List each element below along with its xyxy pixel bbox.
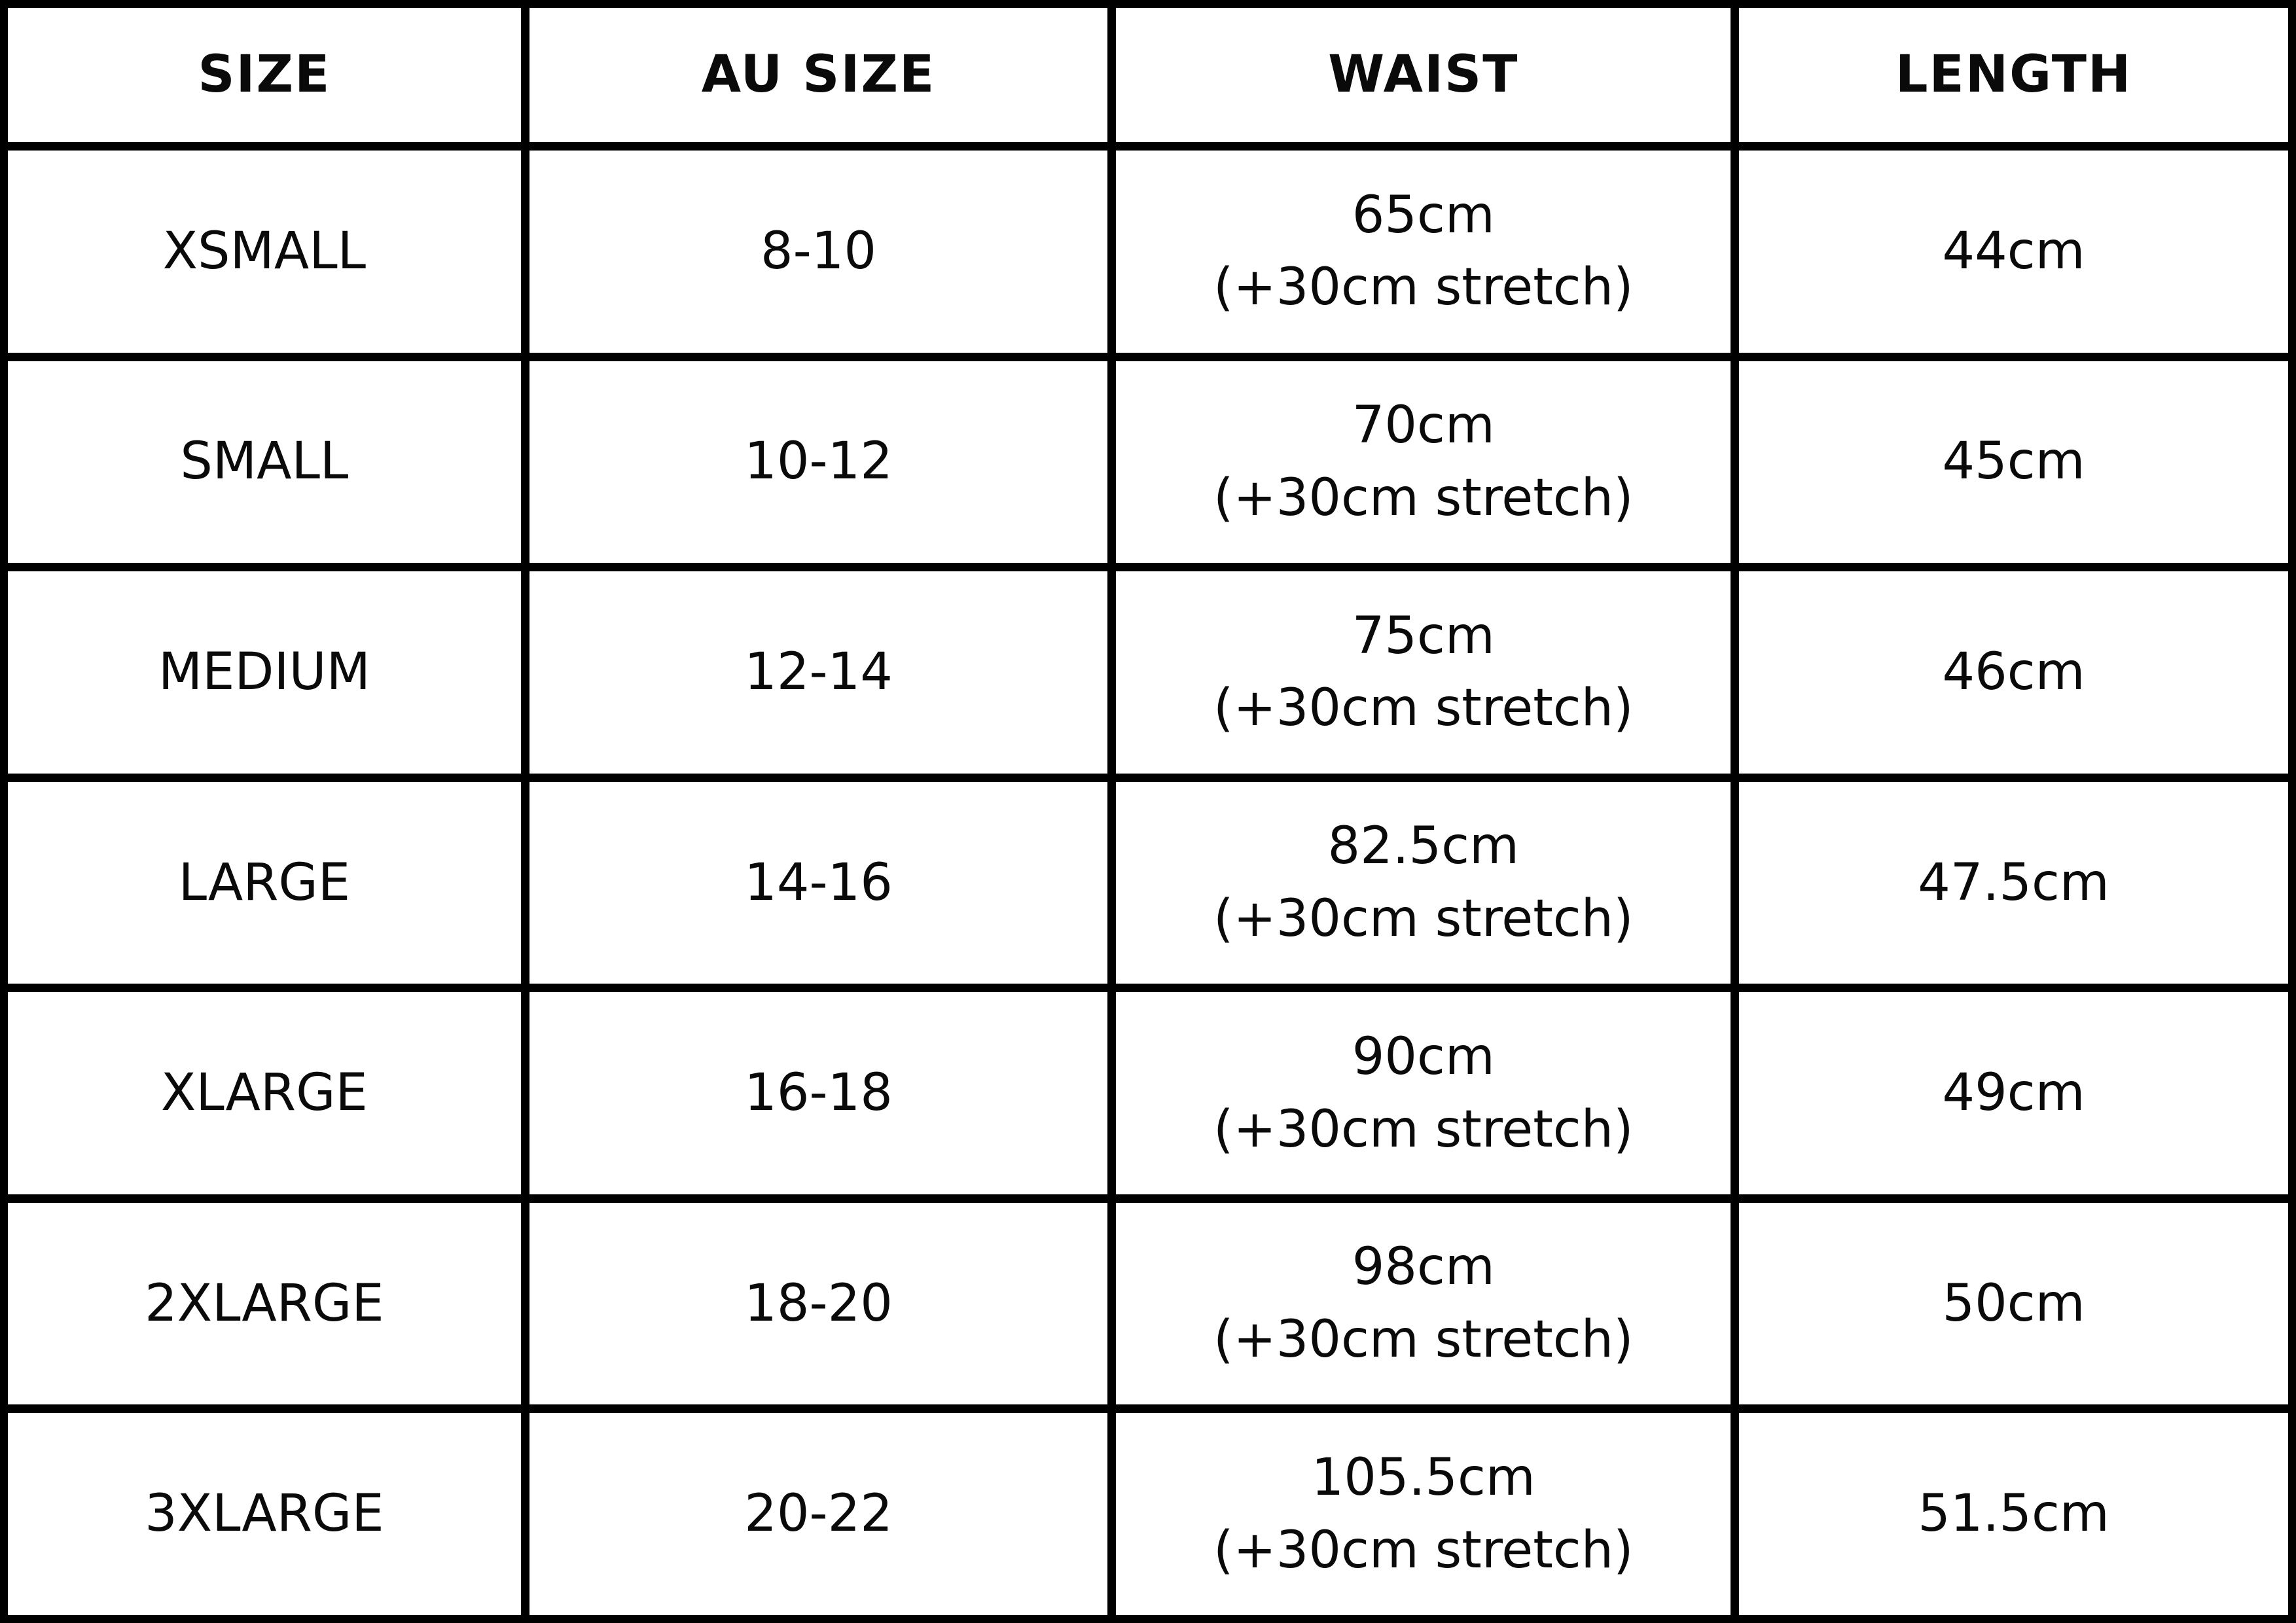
au-size-cell: 14-16 [529,781,1108,984]
waist-cell: 90cm (+30cm stretch) [1116,992,1731,1194]
waist-cell: 98cm (+30cm stretch) [1116,1202,1731,1405]
size-cell: SMALL [8,361,521,563]
size-cell: MEDIUM [8,571,521,774]
size-cell: XSMALL [8,151,521,353]
waist-cell: 70cm (+30cm stretch) [1116,361,1731,563]
waist-cell: 75cm (+30cm stretch) [1116,571,1731,774]
waist-cell: 105.5cm (+30cm stretch) [1116,1413,1731,1615]
length-cell: 50cm [1739,1202,2288,1405]
au-size-cell: 18-20 [529,1202,1108,1405]
size-cell: XLARGE [8,992,521,1194]
length-cell: 45cm [1739,361,2288,563]
size-cell: LARGE [8,781,521,984]
length-cell: 44cm [1739,151,2288,353]
size-cell: 2XLARGE [8,1202,521,1405]
column-header-size: SIZE [8,8,521,142]
size-cell: 3XLARGE [8,1413,521,1615]
length-cell: 47.5cm [1739,781,2288,984]
waist-cell: 65cm (+30cm stretch) [1116,151,1731,353]
column-header-length: LENGTH [1739,8,2288,142]
column-header-au-size: AU SIZE [529,8,1108,142]
column-header-waist: WAIST [1116,8,1731,142]
au-size-cell: 12-14 [529,571,1108,774]
au-size-cell: 8-10 [529,151,1108,353]
au-size-cell: 20-22 [529,1413,1108,1615]
waist-cell: 82.5cm (+30cm stretch) [1116,781,1731,984]
length-cell: 46cm [1739,571,2288,774]
au-size-cell: 16-18 [529,992,1108,1194]
length-cell: 49cm [1739,992,2288,1194]
au-size-cell: 10-12 [529,361,1108,563]
length-cell: 51.5cm [1739,1413,2288,1615]
